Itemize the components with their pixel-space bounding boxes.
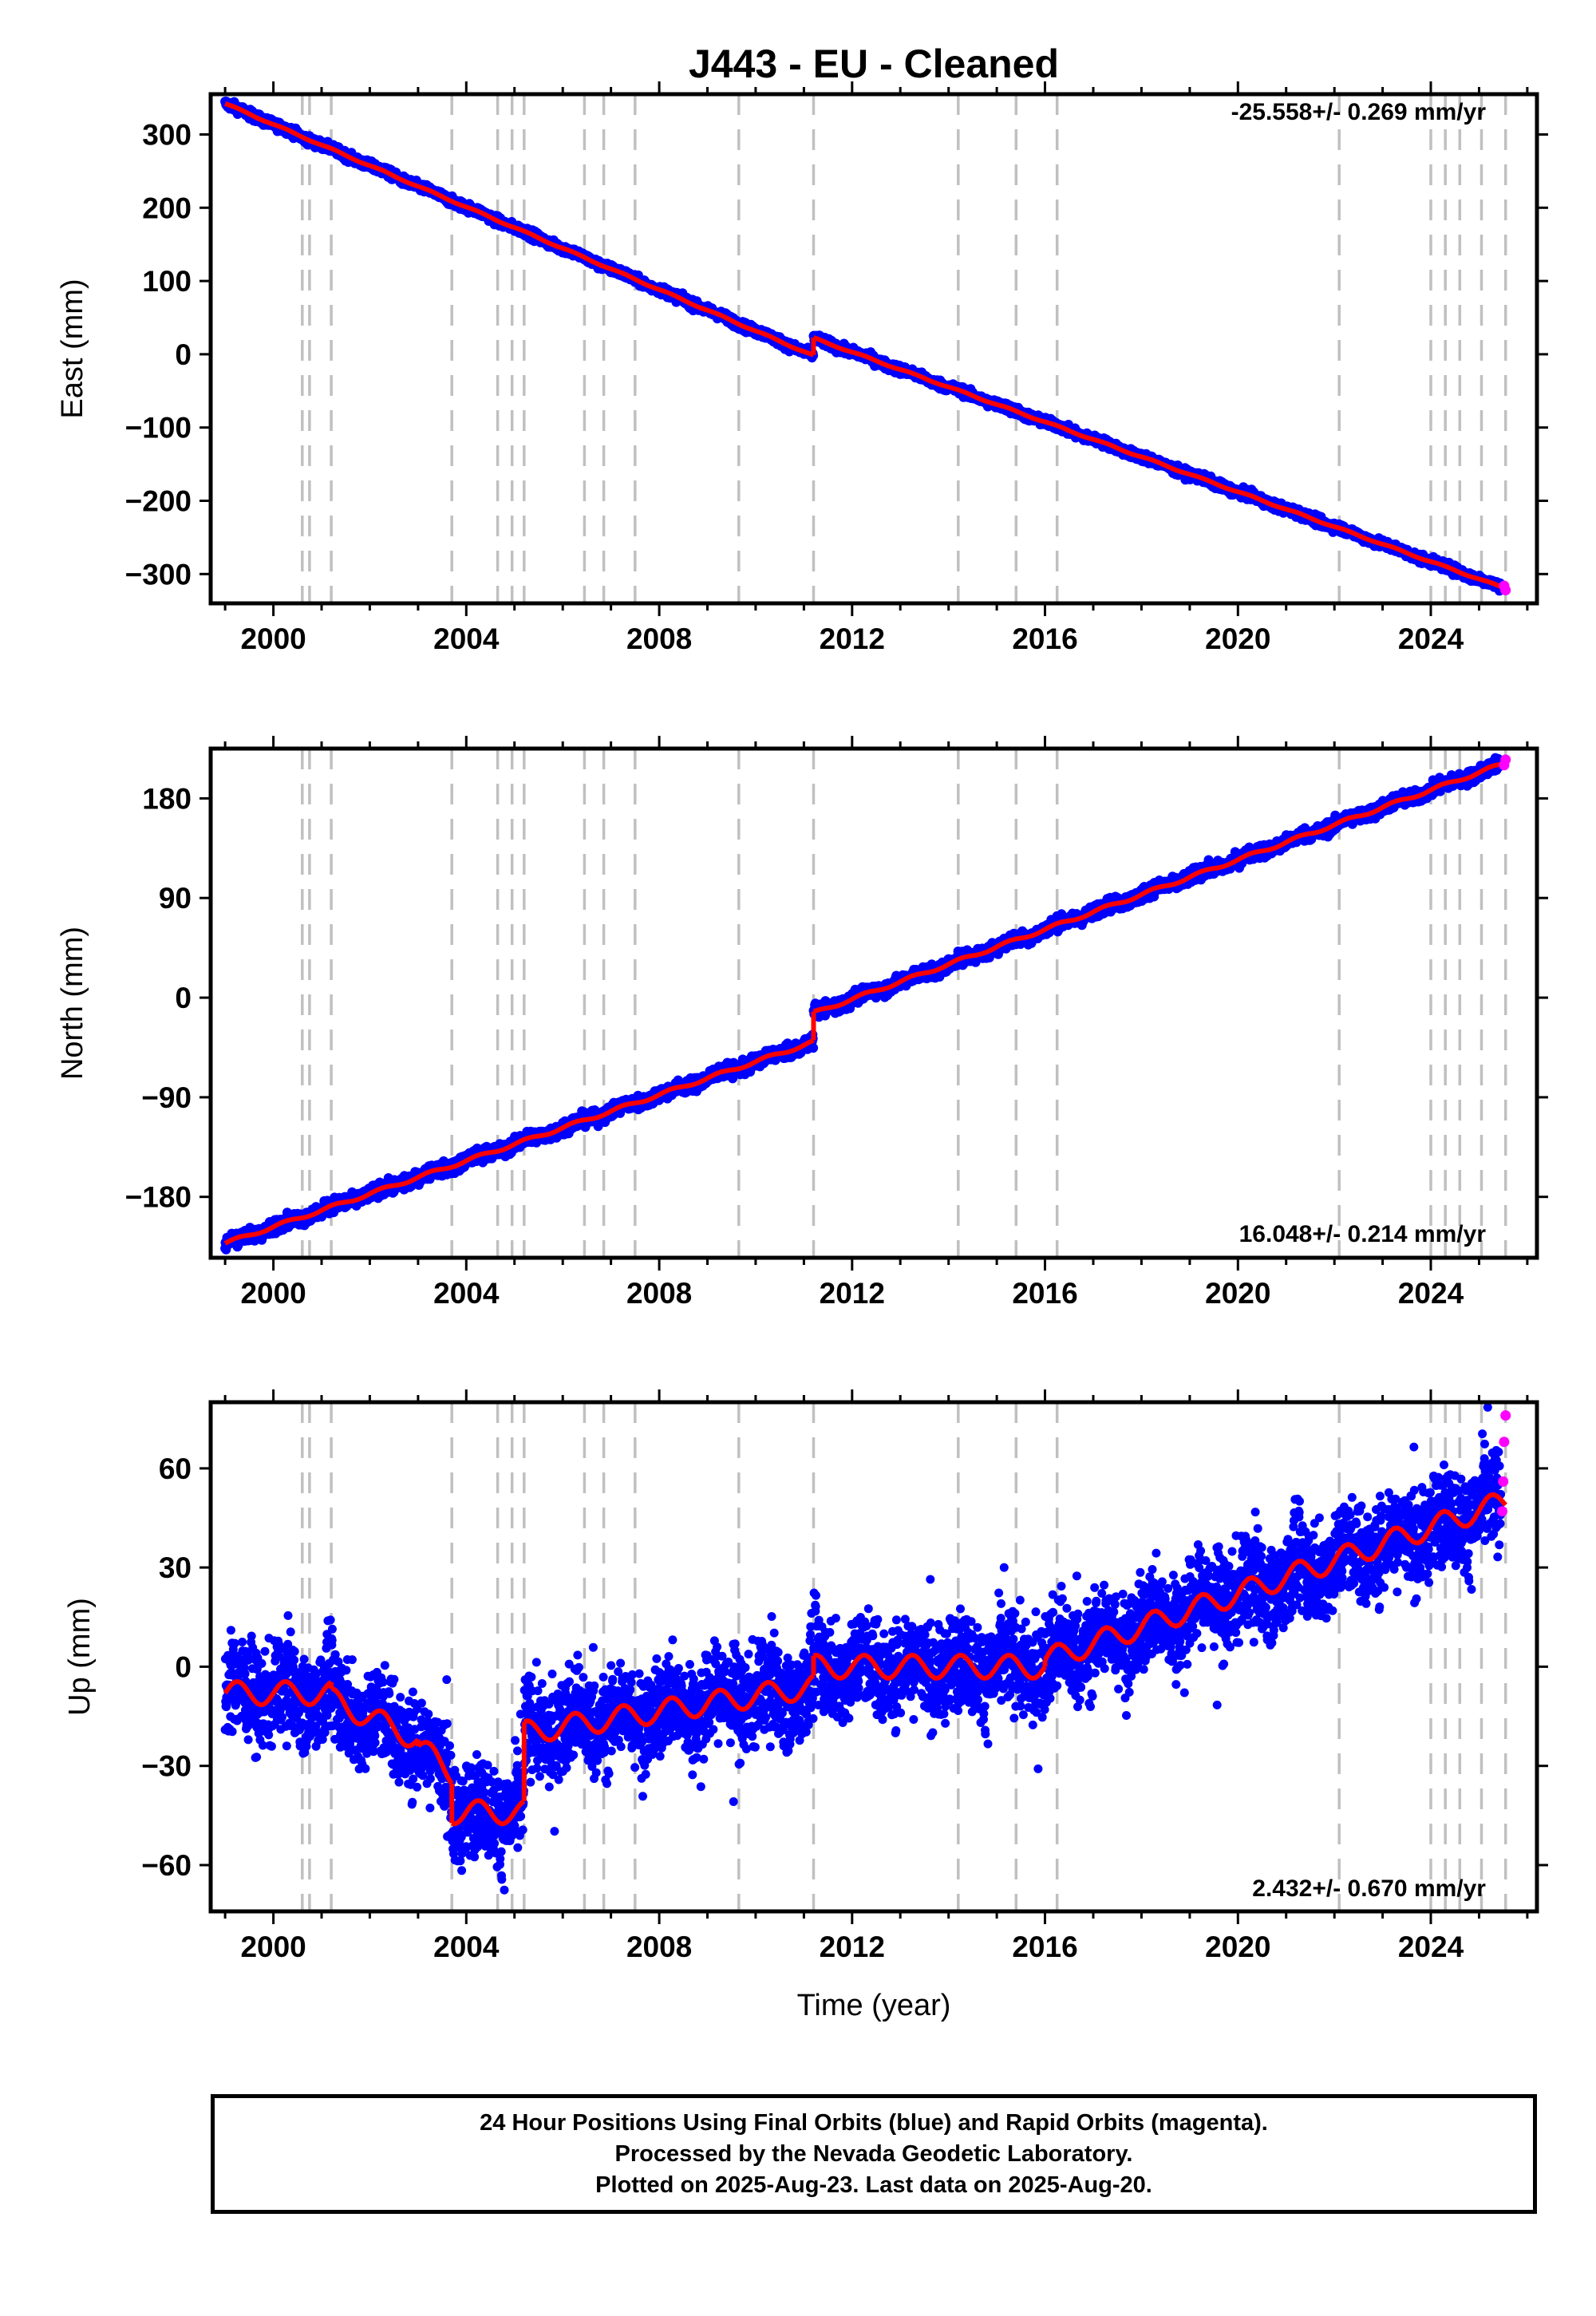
east-fit-segment — [812, 334, 1507, 591]
east-axes: 300 200 100 0 −100 −200 −300 2000 2004 2008 2012 20… — [125, 81, 1548, 655]
east-x-tick-label: 2004 — [433, 622, 500, 655]
panel-east: 300 200 100 0 −100 −200 −300 2000 2004 2008 2012 20… — [56, 81, 1548, 655]
east-rapid-point — [1500, 585, 1511, 595]
east-y-tick-label: 0 — [175, 338, 192, 371]
east-x-tick-label: 2000 — [240, 622, 306, 655]
chart-title: J443 - EU - Cleaned — [689, 41, 1059, 86]
east-x-tick-label: 2020 — [1205, 622, 1270, 655]
east-y-tick-label: 100 — [142, 265, 192, 298]
east-x-tick-label: 2024 — [1398, 622, 1464, 655]
east-rate-label: -25.558+/- 0.269 mm/yr — [1231, 99, 1487, 125]
east-y-axis-label: East (mm) — [56, 279, 89, 418]
time-series-chart: J443 - EU - Cleaned 300 200 100 0 −100 −200 −3… — [56, 41, 1548, 2022]
east-x-tick-label: 2016 — [1012, 622, 1077, 655]
east-x-tick-label: 2012 — [820, 622, 885, 655]
east-y-tick-label: −200 — [125, 485, 192, 518]
east-change-lines — [301, 94, 1507, 603]
east-y-tick-label: −300 — [125, 558, 192, 591]
east-y-tick-label: 300 — [142, 119, 192, 152]
east-y-tick-label: 200 — [142, 192, 192, 224]
east-fit-segment — [224, 101, 815, 358]
east-x-tick-label: 2008 — [626, 622, 692, 655]
east-y-tick-label: −100 — [125, 412, 192, 445]
